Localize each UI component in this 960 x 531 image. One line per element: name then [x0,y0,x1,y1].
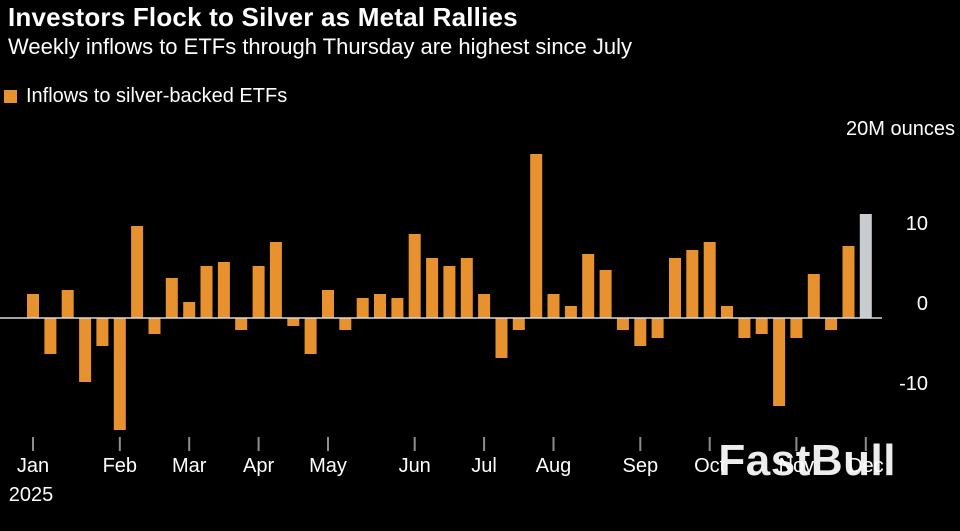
bar-weekly-inflow [165,278,178,318]
bar-weekly-inflow [183,302,196,318]
bar-weekly-inflow [79,318,92,382]
bar-weekly-inflow [460,258,473,318]
bar-weekly-inflow [721,306,733,318]
bar-weekly-inflow [322,290,334,318]
bar-weekly-inflow [616,318,629,330]
bar-weekly-inflow [148,318,161,334]
bar-weekly-inflow [738,318,751,338]
legend: Inflows to silver-backed ETFs [4,85,287,108]
x-axis-month-label: Sep [623,455,659,477]
bar-weekly-inflow [374,294,386,318]
bar-latest-week-silver [859,214,872,318]
bar-weekly-inflow [790,318,803,338]
x-axis-month-label: Aug [536,455,572,477]
x-axis-month-label: Oct [694,455,726,477]
bar-weekly-inflow [339,318,352,330]
x-axis-month-label: Feb [103,455,137,477]
bar-weekly-inflow [131,226,144,318]
x-axis-month-label: Dec [848,455,884,477]
x-axis-month-label: Nov [779,455,815,477]
bar-weekly-inflow [564,306,577,318]
bar-weekly-inflow [391,298,404,318]
x-axis-month-label: May [309,455,347,477]
x-axis-year-label: 2025 [9,484,54,506]
bar-weekly-inflow [773,318,786,406]
bar-weekly-inflow [96,318,109,346]
y-axis-unit-label: 20M ounces [846,118,955,140]
bar-weekly-inflow [807,274,820,318]
bar-weekly-inflow [269,242,282,318]
bar-weekly-inflow [755,318,768,334]
bar-weekly-inflow [842,246,855,318]
bar-weekly-inflow [651,318,664,338]
bar-weekly-inflow [512,318,525,330]
y-axis-tick-label: 10 [906,213,928,235]
bar-weekly-inflow [200,266,213,318]
legend-swatch-icon [4,90,17,103]
x-axis-month-label: Apr [243,455,274,477]
bar-weekly-inflow [252,266,265,318]
bar-weekly-inflow [61,290,74,318]
bar-weekly-inflow [582,254,595,318]
bar-weekly-inflow [495,318,508,358]
bar-weekly-inflow [217,262,230,318]
bar-weekly-inflow [686,250,699,318]
y-axis-tick-label: 0 [917,293,928,315]
bar-weekly-inflow [287,318,300,326]
bar-weekly-inflow [27,294,39,318]
chart-subtitle: Weekly inflows to ETFs through Thursday … [8,34,633,59]
bar-weekly-inflow [443,266,456,318]
y-axis-tick-label: -10 [899,373,928,395]
x-axis-month-label: Mar [172,455,207,477]
bar-weekly-inflow [634,318,647,346]
bar-weekly-inflow [669,258,681,318]
bar-weekly-inflow [599,270,612,318]
bar-weekly-inflow [44,318,57,354]
x-axis-month-label: Jun [399,455,431,477]
chart-title: Investors Flock to Silver as Metal Ralli… [8,2,518,32]
bar-weekly-inflow [426,258,439,318]
x-axis-month-label: Jul [471,455,497,477]
bar-weekly-inflow [113,318,126,430]
bar-weekly-inflow [703,242,716,318]
bar-weekly-inflow [825,318,838,330]
bar-weekly-inflow [530,154,543,318]
bar-weekly-inflow [356,298,369,318]
legend-label: Inflows to silver-backed ETFs [26,85,288,107]
bar-weekly-inflow [478,294,491,318]
bar-weekly-inflow [547,294,560,318]
bar-weekly-inflow [304,318,317,354]
bar-weekly-inflow [408,234,421,318]
x-axis-month-label: Jan [17,455,49,477]
bar-weekly-inflow [235,318,248,330]
